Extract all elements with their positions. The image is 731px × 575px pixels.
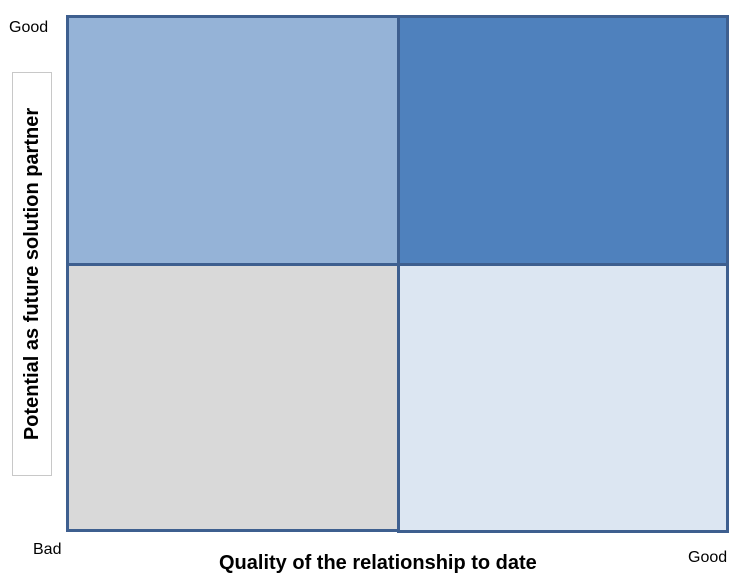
- quadrant-bottom-right: [397, 263, 729, 533]
- quadrant-top-left: [66, 15, 401, 267]
- y-axis-title-box: Potential as future solution partner: [12, 72, 52, 476]
- y-axis-top-label: Good: [9, 19, 49, 36]
- origin-label: Bad: [33, 541, 62, 558]
- x-axis-right-label: Good: [688, 549, 728, 566]
- quadrant-top-right: [397, 15, 729, 267]
- quadrant-bottom-left: [66, 263, 401, 532]
- x-axis-title: Quality of the relationship to date: [219, 552, 537, 574]
- y-axis-title: Potential as future solution partner: [21, 107, 43, 441]
